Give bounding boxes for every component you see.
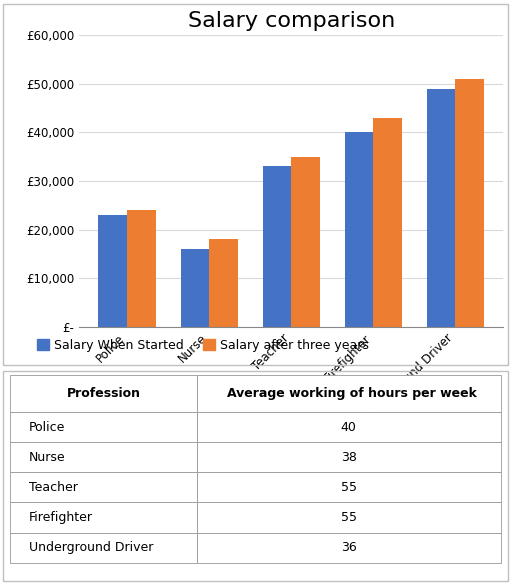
Bar xyxy=(374,118,402,327)
Bar xyxy=(99,215,127,327)
Bar xyxy=(427,89,455,327)
Bar xyxy=(127,210,156,327)
Bar xyxy=(209,239,238,327)
Legend: Salary When Started, Salary after three years: Salary When Started, Salary after three … xyxy=(32,334,374,357)
Bar xyxy=(180,249,209,327)
Bar xyxy=(263,166,291,327)
Bar xyxy=(344,133,374,327)
Bar xyxy=(455,79,484,327)
Bar xyxy=(291,157,320,327)
Title: Salary comparison: Salary comparison xyxy=(188,11,395,31)
